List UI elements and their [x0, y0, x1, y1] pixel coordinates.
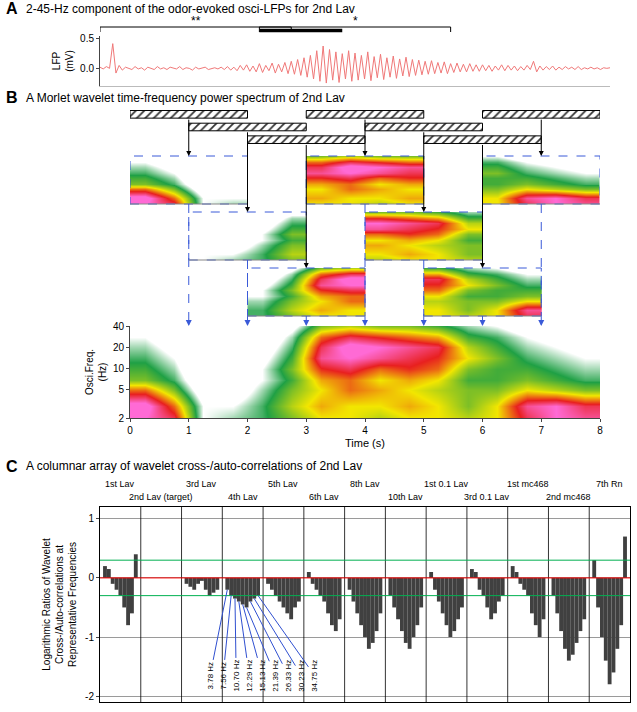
svg-text:4: 4 [362, 425, 368, 436]
svg-text:1: 1 [186, 425, 192, 436]
svg-text:8: 8 [597, 425, 603, 436]
svg-text:*: * [353, 14, 358, 28]
svg-text:2: 2 [245, 425, 251, 436]
svg-text:3.78 Hz: 3.78 Hz [206, 662, 215, 690]
svg-text:A: A [6, 0, 18, 17]
svg-text:12.29 Hz: 12.29 Hz [245, 660, 254, 692]
svg-text:21.39 Hz: 21.39 Hz [271, 660, 280, 692]
svg-text:0: 0 [88, 572, 94, 583]
svg-text:C: C [6, 458, 18, 475]
svg-text:0.5: 0.5 [80, 33, 94, 44]
svg-text:2nd Lav (target): 2nd Lav (target) [129, 492, 193, 502]
svg-text:A Morlet wavelet time-frequenc: A Morlet wavelet time-frequency power sp… [26, 91, 345, 105]
svg-text:26.33 Hz: 26.33 Hz [284, 660, 293, 692]
svg-text:10th Lav: 10th Lav [388, 492, 423, 502]
svg-text:20: 20 [113, 342, 125, 353]
svg-text:5th Lav: 5th Lav [268, 479, 298, 489]
svg-text:B: B [6, 89, 18, 106]
svg-text:2-45-Hz component of the odor-: 2-45-Hz component of the odor-evoked osc… [26, 2, 355, 16]
svg-text:Time (s): Time (s) [345, 437, 385, 449]
svg-text:1st Lav: 1st Lav [105, 479, 135, 489]
svg-text:10: 10 [113, 363, 125, 374]
svg-text:2nd mc468: 2nd mc468 [546, 492, 591, 502]
svg-text:Osci.Freq.(Hz): Osci.Freq.(Hz) [84, 349, 108, 395]
svg-text:A columnar array of wavelet cr: A columnar array of wavelet cross-/auto-… [26, 459, 362, 473]
svg-text:3: 3 [303, 425, 309, 436]
svg-text:10.70 Hz: 10.70 Hz [232, 660, 241, 692]
svg-text:1st mc468: 1st mc468 [507, 479, 549, 489]
svg-text:15.13 Hz: 15.13 Hz [258, 660, 267, 692]
svg-text:-1: -1 [85, 632, 94, 643]
svg-text:LFP(mV): LFP(mV) [51, 50, 75, 72]
svg-text:7: 7 [538, 425, 544, 436]
svg-text:5: 5 [118, 384, 124, 395]
svg-text:0: 0 [127, 425, 133, 436]
svg-text:**: ** [191, 14, 201, 28]
svg-text:5: 5 [421, 425, 427, 436]
svg-text:3rd 0.1 Lav: 3rd 0.1 Lav [464, 492, 510, 502]
svg-text:6th Lav: 6th Lav [309, 492, 339, 502]
svg-text:7th Rn: 7th Rn [596, 479, 623, 489]
svg-text:2: 2 [118, 413, 124, 424]
svg-text:40: 40 [113, 321, 125, 332]
svg-text:3rd Lav: 3rd Lav [186, 479, 217, 489]
svg-text:0.0: 0.0 [80, 63, 94, 74]
svg-text:Logarithmic Ratios of WaveletC: Logarithmic Ratios of WaveletCross-/Auto… [41, 538, 78, 671]
svg-text:7.56 Hz: 7.56 Hz [219, 662, 228, 690]
svg-text:6: 6 [480, 425, 486, 436]
svg-text:30.23 Hz: 30.23 Hz [297, 660, 306, 692]
svg-text:1st 0.1 Lav: 1st 0.1 Lav [424, 479, 469, 489]
svg-text:34.75 Hz: 34.75 Hz [310, 660, 319, 692]
svg-text:1: 1 [88, 513, 94, 524]
svg-text:4th Lav: 4th Lav [228, 492, 258, 502]
svg-text:8th Lav: 8th Lav [350, 479, 380, 489]
svg-text:-2: -2 [85, 691, 94, 702]
